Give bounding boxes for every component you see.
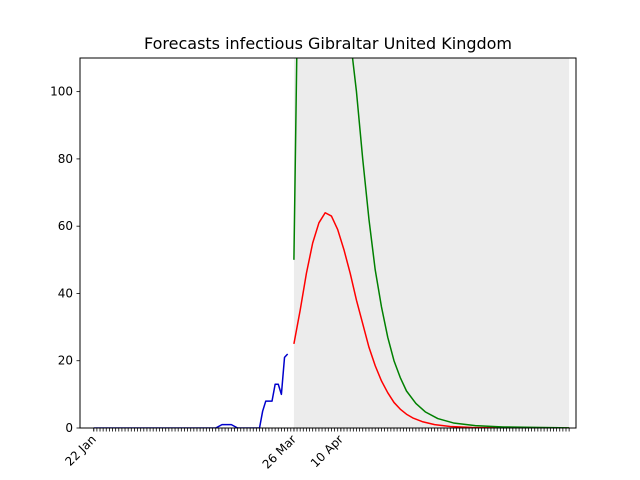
- series-layer: [93, 58, 570, 428]
- forecast-band-layer: [293, 58, 570, 428]
- x-axis-ticks: 22 Jan 26 Mar 10 Apr: [62, 428, 570, 472]
- y-axis-ticks: 0 20 40 60 80 100: [50, 85, 80, 435]
- forecast-band: [293, 58, 570, 428]
- y-tick-label: 40: [58, 286, 73, 300]
- y-tick-label: 100: [50, 85, 73, 99]
- y-tick-label: 20: [58, 354, 73, 368]
- chart-title: Forecasts infectious Gibraltar United Ki…: [144, 34, 512, 53]
- series-line-forecast-median: [293, 211, 570, 428]
- series-line-forecast-upper: [293, 58, 570, 428]
- y-tick-label: 0: [65, 421, 73, 435]
- plot-frame: [79, 57, 577, 429]
- series-line-observed: [93, 353, 289, 428]
- y-tick-label: 60: [58, 219, 73, 233]
- x-tick-label: 22 Jan: [62, 432, 98, 468]
- x-tick-label: 26 Mar: [260, 432, 299, 471]
- x-tick-label: 10 Apr: [308, 432, 346, 470]
- y-tick-label: 80: [58, 152, 73, 166]
